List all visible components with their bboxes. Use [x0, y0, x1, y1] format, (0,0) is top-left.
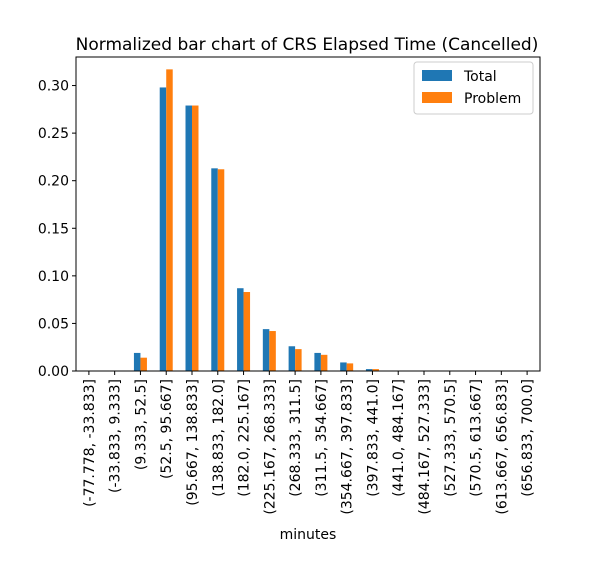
bar-total-5 — [211, 168, 218, 371]
bar-total-10 — [340, 362, 347, 371]
x-tick-label-13: (484.167, 527.333] — [417, 379, 433, 515]
bar-problem-5 — [217, 169, 225, 371]
bar-total-11 — [365, 369, 373, 371]
bar-problem-11 — [372, 369, 379, 371]
bar-total-3 — [159, 87, 167, 371]
legend: Total Problem — [413, 61, 534, 115]
bar-problem-7 — [269, 331, 276, 371]
bar-problem-10 — [346, 363, 354, 371]
bar-total-2 — [133, 352, 141, 371]
y-tick-label-6: 0.30 — [38, 79, 69, 95]
x-tick-label-4: (95.667, 138.833] — [185, 379, 201, 506]
x-axis-label: minutes — [280, 527, 337, 543]
x-tick-label-6: (182.0, 225.167] — [237, 379, 253, 497]
bar-problem-8 — [295, 349, 302, 371]
bar-total-7 — [262, 329, 270, 371]
y-tick-label-5: 0.25 — [38, 126, 69, 142]
bar-problem-6 — [243, 292, 251, 371]
x-tick-label-17: (656.833, 700.0] — [520, 379, 536, 497]
x-tick-label-9: (311.5, 354.667] — [314, 379, 330, 497]
x-tick-label-2: (9.333, 52.5] — [133, 379, 149, 470]
y-tick-label-1: 0.05 — [38, 316, 69, 332]
x-axis: (-77.778, -33.833] (-33.833, 9.333] (9.333… — [82, 371, 536, 515]
x-tick-label-5: (138.833, 182.0] — [211, 379, 227, 497]
y-tick-label-2: 0.10 — [38, 269, 69, 285]
plot-area: 0.00 0.05 0.10 0.15 0.20 0.25 0.30 (-77.778, -… — [38, 56, 541, 515]
plot-frame — [75, 56, 541, 372]
x-tick-label-15: (570.5, 613.667] — [469, 379, 485, 497]
bars-group — [133, 69, 379, 372]
bar-total-9 — [314, 352, 321, 371]
bar-total-4 — [185, 105, 192, 371]
x-tick-label-8: (268.333, 311.5] — [288, 379, 304, 497]
x-tick-label-7: (225.167, 268.333] — [262, 379, 278, 515]
legend-label-total: Total — [463, 69, 497, 85]
legend-swatch-problem — [422, 92, 452, 103]
bar-problem-4 — [192, 105, 199, 371]
x-tick-label-16: (613.667, 656.833] — [494, 379, 510, 515]
bar-problem-3 — [166, 69, 173, 372]
y-tick-label-0: 0.00 — [38, 364, 69, 380]
y-axis: 0.00 0.05 0.10 0.15 0.20 0.25 0.30 — [38, 79, 76, 380]
bar-problem-9 — [320, 354, 328, 371]
chart-title: Normalized bar chart of CRS Elapsed Time… — [76, 35, 539, 55]
x-tick-label-12: (441.0, 484.167] — [391, 379, 407, 497]
bar-total-6 — [237, 288, 244, 371]
legend-swatch-total — [422, 70, 452, 81]
bar-problem-2 — [140, 357, 147, 371]
legend-label-problem: Problem — [464, 91, 521, 107]
x-tick-label-0: (-77.778, -33.833] — [82, 379, 98, 507]
x-tick-label-10: (354.667, 397.833] — [340, 379, 356, 515]
x-tick-label-14: (527.333, 570.5] — [443, 379, 459, 497]
x-tick-label-3: (52.5, 95.667] — [159, 379, 175, 479]
bar-total-8 — [288, 346, 296, 371]
y-tick-label-3: 0.15 — [38, 221, 69, 237]
x-tick-label-1: (-33.833, 9.333] — [108, 379, 124, 493]
y-tick-label-4: 0.20 — [38, 174, 69, 190]
x-tick-label-11: (397.833, 441.0] — [365, 379, 381, 497]
